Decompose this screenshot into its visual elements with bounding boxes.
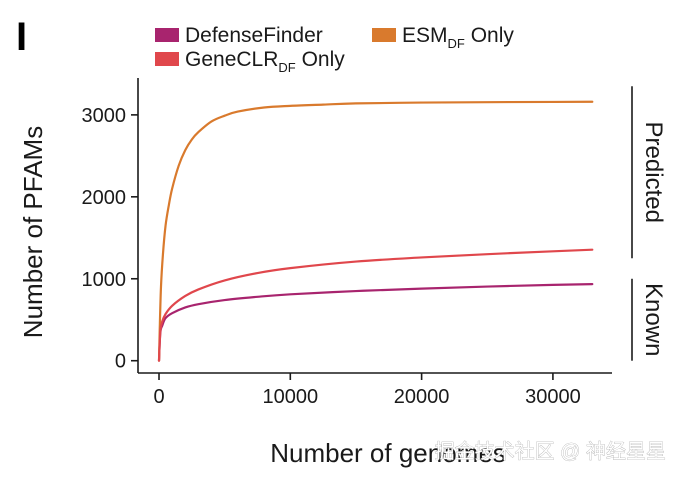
legend-item-esm: ESMDF Only	[372, 24, 514, 51]
y-axis-label: Number of PFAMs	[18, 126, 48, 338]
watermark: 掘金技术社区 @ 神经星星	[435, 440, 666, 463]
legend-swatch-geneclr	[155, 52, 179, 66]
series-lines	[157, 100, 594, 362]
x-tick-label-10000: 10000	[262, 386, 318, 408]
y-tick-label-1000: 1000	[82, 269, 127, 291]
panel-label: I	[16, 15, 27, 59]
y-tick-label-3000: 3000	[82, 105, 127, 127]
legend: DefenseFinder ESMDF Only GeneCLRDF Only	[155, 24, 514, 75]
y-ticks: 0 1000 2000 3000	[82, 105, 138, 373]
x-axis-label: Number of genomes	[270, 438, 506, 468]
side-brackets: Predicted Known	[631, 86, 667, 361]
side-label-predicted: Predicted	[640, 122, 667, 223]
x-tick-label-30000: 30000	[525, 386, 581, 408]
legend-item-defensefinder: DefenseFinder	[155, 24, 323, 47]
y-tick-label-0: 0	[115, 351, 126, 373]
legend-swatch-defensefinder	[155, 28, 179, 42]
x-tick-label-0: 0	[153, 386, 164, 408]
legend-item-geneclr: GeneCLRDF Only	[155, 48, 345, 75]
legend-label-geneclr: GeneCLRDF Only	[185, 48, 345, 75]
y-tick-label-2000: 2000	[82, 187, 127, 209]
legend-label-esm: ESMDF Only	[402, 24, 514, 51]
side-label-known: Known	[640, 283, 667, 356]
legend-swatch-esm	[372, 28, 396, 42]
legend-label-defensefinder: DefenseFinder	[185, 24, 323, 47]
x-tick-label-20000: 20000	[394, 386, 450, 408]
series-line-esm-df-only	[157, 100, 594, 362]
plot-area: 0 1000 2000 3000 0 10000 20000 30000	[82, 78, 612, 408]
series-line-defensefinder	[157, 282, 594, 362]
x-ticks: 0 10000 20000 30000	[153, 373, 581, 408]
series-line-geneclr-df-only	[157, 248, 594, 362]
